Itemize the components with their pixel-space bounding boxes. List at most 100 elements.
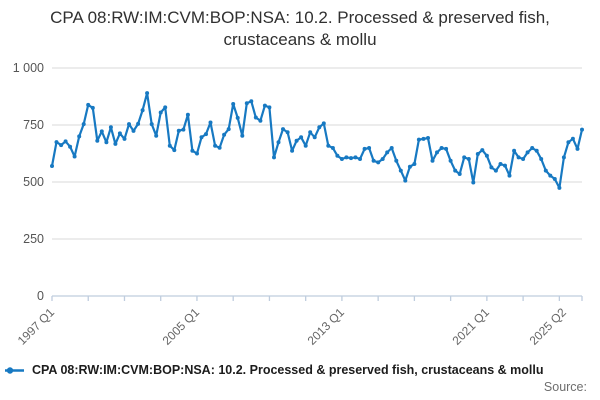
data-point-marker [140,108,145,113]
data-point-marker [95,138,100,143]
data-point-marker [213,143,218,148]
data-point-marker [453,168,458,173]
x-tick-label: 2021 Q1 [450,305,493,348]
data-point-marker [190,148,195,153]
data-point-marker [539,157,544,161]
data-point-marker [389,146,394,150]
data-point-marker [244,101,249,106]
data-point-marker [435,150,439,155]
data-point-marker [86,102,91,107]
data-point-marker [185,112,190,117]
data-point-marker [484,153,489,158]
data-point-marker [376,160,381,165]
data-point-marker [367,146,372,150]
y-tick-label: 750 [23,118,44,132]
x-tick-label: 2025 Q2 [527,305,570,348]
data-point-marker [330,146,335,150]
data-point-marker [475,152,480,156]
data-point-marker [362,146,367,151]
y-tick-label: 1 000 [13,61,44,75]
data-point-marker [416,137,421,142]
data-point-marker [258,118,263,123]
data-point-marker [231,102,236,106]
data-point-marker [321,121,326,126]
data-point-marker [154,133,159,138]
data-point-marker [50,164,54,168]
data-point-marker [131,128,136,133]
data-point-marker [534,148,539,153]
data-point-marker [516,155,521,160]
source-label: Source: [543,380,587,394]
y-tick-label: 500 [23,175,44,189]
data-point-marker [226,127,231,132]
data-point-marker [77,134,82,139]
data-point-marker [108,125,113,130]
data-point-marker [208,120,213,125]
data-point-marker [299,135,304,140]
data-point-marker [512,148,517,153]
data-point-marker [421,136,426,141]
data-point-marker [145,91,150,96]
data-point-marker [525,150,530,155]
data-point-marker [358,157,362,161]
data-point-marker [326,143,331,148]
data-point-marker [344,155,349,160]
data-point-marker [199,135,204,140]
data-point-marker [498,162,503,166]
data-point-marker [407,164,412,169]
data-point-marker [72,154,77,159]
data-point-marker [294,138,299,143]
data-point-marker [403,178,408,183]
data-point-marker [235,115,240,120]
data-point-marker [385,150,390,155]
data-point-marker [90,105,95,110]
data-point-marker [349,156,353,161]
data-point-marker [127,122,131,127]
data-point-marker [439,146,444,150]
data-point-marker [462,155,467,160]
data-point-marker [99,129,104,134]
data-point-marker [249,99,254,104]
y-tick-label: 0 [37,289,44,303]
data-point-marker [281,127,285,132]
legend-label: CPA 08:RW:IM:CVM:BOP:NSA: 10.2. Processe… [32,363,544,377]
data-point-marker [394,158,399,163]
data-point-marker [253,115,258,120]
data-point-marker [303,143,308,148]
data-point-marker [489,165,494,170]
data-point-marker [448,158,453,163]
x-tick-label: 1997 Q1 [15,305,58,348]
data-point-marker [195,151,199,156]
data-point-marker [240,133,245,138]
data-point-marker [430,158,435,163]
data-point-marker [308,130,313,135]
data-point-marker [181,127,186,132]
data-point-marker [507,173,512,178]
data-point-marker [104,140,109,145]
data-point-marker [149,122,154,127]
data-point-marker [353,155,358,160]
data-point-marker [172,148,177,153]
data-point-marker [380,157,385,161]
data-point-marker [117,131,122,136]
data-point-marker [68,144,73,149]
data-point-marker [222,132,227,137]
chart-title: CPA 08:RW:IM:CVM:BOP:NSA: 10.2. Processe… [50,8,550,49]
data-point-marker [543,168,548,173]
data-point-marker [471,180,476,185]
data-point-marker [312,135,317,140]
data-point-marker [444,146,449,151]
data-point-marker [339,157,344,161]
data-point-marker [466,157,471,161]
data-point-marker [217,145,222,150]
x-tick-label: 2013 Q1 [305,305,348,348]
legend-item[interactable]: CPA 08:RW:IM:CVM:BOP:NSA: 10.2. Processe… [4,363,600,377]
data-point-marker [457,172,462,176]
data-point-marker [480,148,485,153]
data-point-marker [136,121,141,126]
data-point-marker [335,153,340,158]
data-point-marker [267,105,272,110]
data-point-marker [557,185,562,190]
data-point-marker [63,139,68,144]
data-point-marker [290,148,295,153]
